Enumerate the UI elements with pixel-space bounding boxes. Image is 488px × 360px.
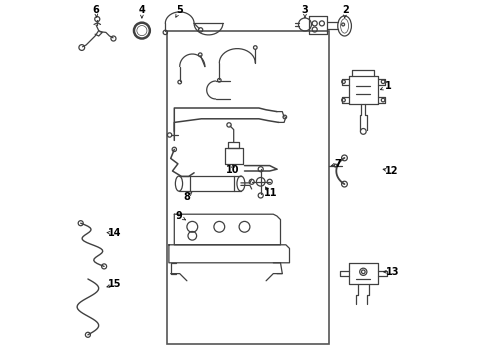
Text: 8: 8 [183,192,190,202]
Text: 3: 3 [301,5,308,15]
Text: 1: 1 [385,81,391,91]
Text: 14: 14 [108,228,122,238]
Text: 7: 7 [334,159,341,169]
Text: 6: 6 [92,5,99,15]
Text: 10: 10 [226,165,239,175]
Text: 11: 11 [263,188,277,198]
Text: 5: 5 [176,5,183,15]
Text: 9: 9 [175,211,182,221]
Text: 4: 4 [138,5,145,15]
Bar [167,31,328,344]
Text: 12: 12 [385,166,398,176]
Text: 13: 13 [386,267,399,277]
Text: 2: 2 [341,5,348,15]
Text: 15: 15 [108,279,122,289]
